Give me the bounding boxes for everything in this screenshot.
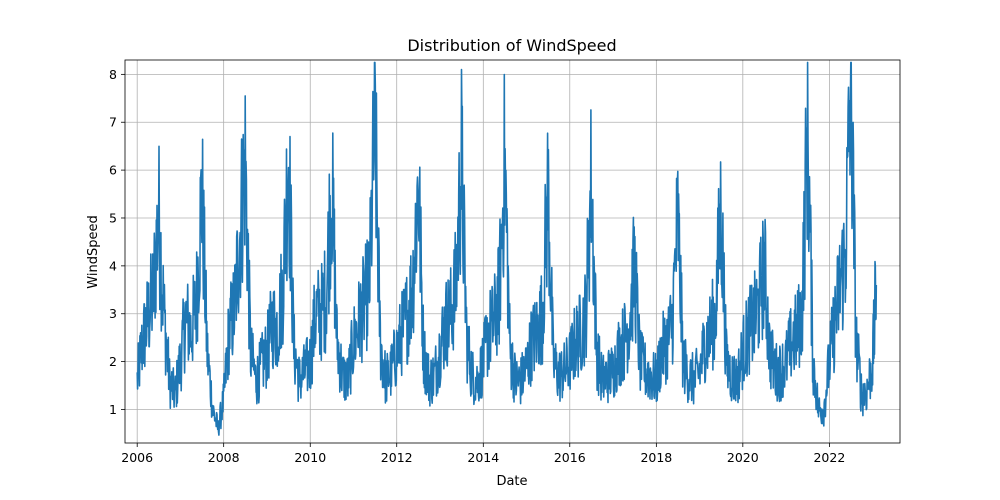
chart-title: Distribution of WindSpeed bbox=[407, 36, 616, 55]
y-tick-label: 6 bbox=[109, 163, 117, 178]
x-tick-label: 2010 bbox=[294, 450, 326, 465]
y-axis-title: WindSpeed bbox=[86, 215, 101, 288]
x-tick-label: 2008 bbox=[208, 450, 240, 465]
y-tick-label: 3 bbox=[109, 306, 117, 321]
x-axis: 2006 2008 2010 2012 2014 2016 2018 2020 2022 bbox=[121, 443, 845, 465]
y-tick-label: 1 bbox=[109, 402, 117, 417]
series-group bbox=[136, 61, 878, 436]
y-tick-label: 4 bbox=[109, 258, 117, 273]
x-tick-label: 2022 bbox=[813, 450, 845, 465]
x-tick-label: 2014 bbox=[467, 450, 499, 465]
plot-frame bbox=[124, 59, 901, 444]
y-axis: 1 2 3 4 5 6 7 8 bbox=[109, 67, 125, 417]
y-tick-label: 2 bbox=[109, 354, 117, 369]
x-tick-label: 2006 bbox=[121, 450, 153, 465]
y-tick-label: 8 bbox=[109, 67, 117, 82]
x-tick-label: 2018 bbox=[640, 450, 672, 465]
x-tick-label: 2012 bbox=[381, 450, 413, 465]
y-tick-label: 7 bbox=[109, 115, 117, 130]
windspeed-series-line bbox=[136, 61, 878, 436]
y-tick-label: 5 bbox=[109, 210, 117, 225]
x-tick-label: 2020 bbox=[727, 450, 759, 465]
x-axis-title: Date bbox=[496, 474, 527, 489]
x-tick-label: 2016 bbox=[554, 450, 586, 465]
